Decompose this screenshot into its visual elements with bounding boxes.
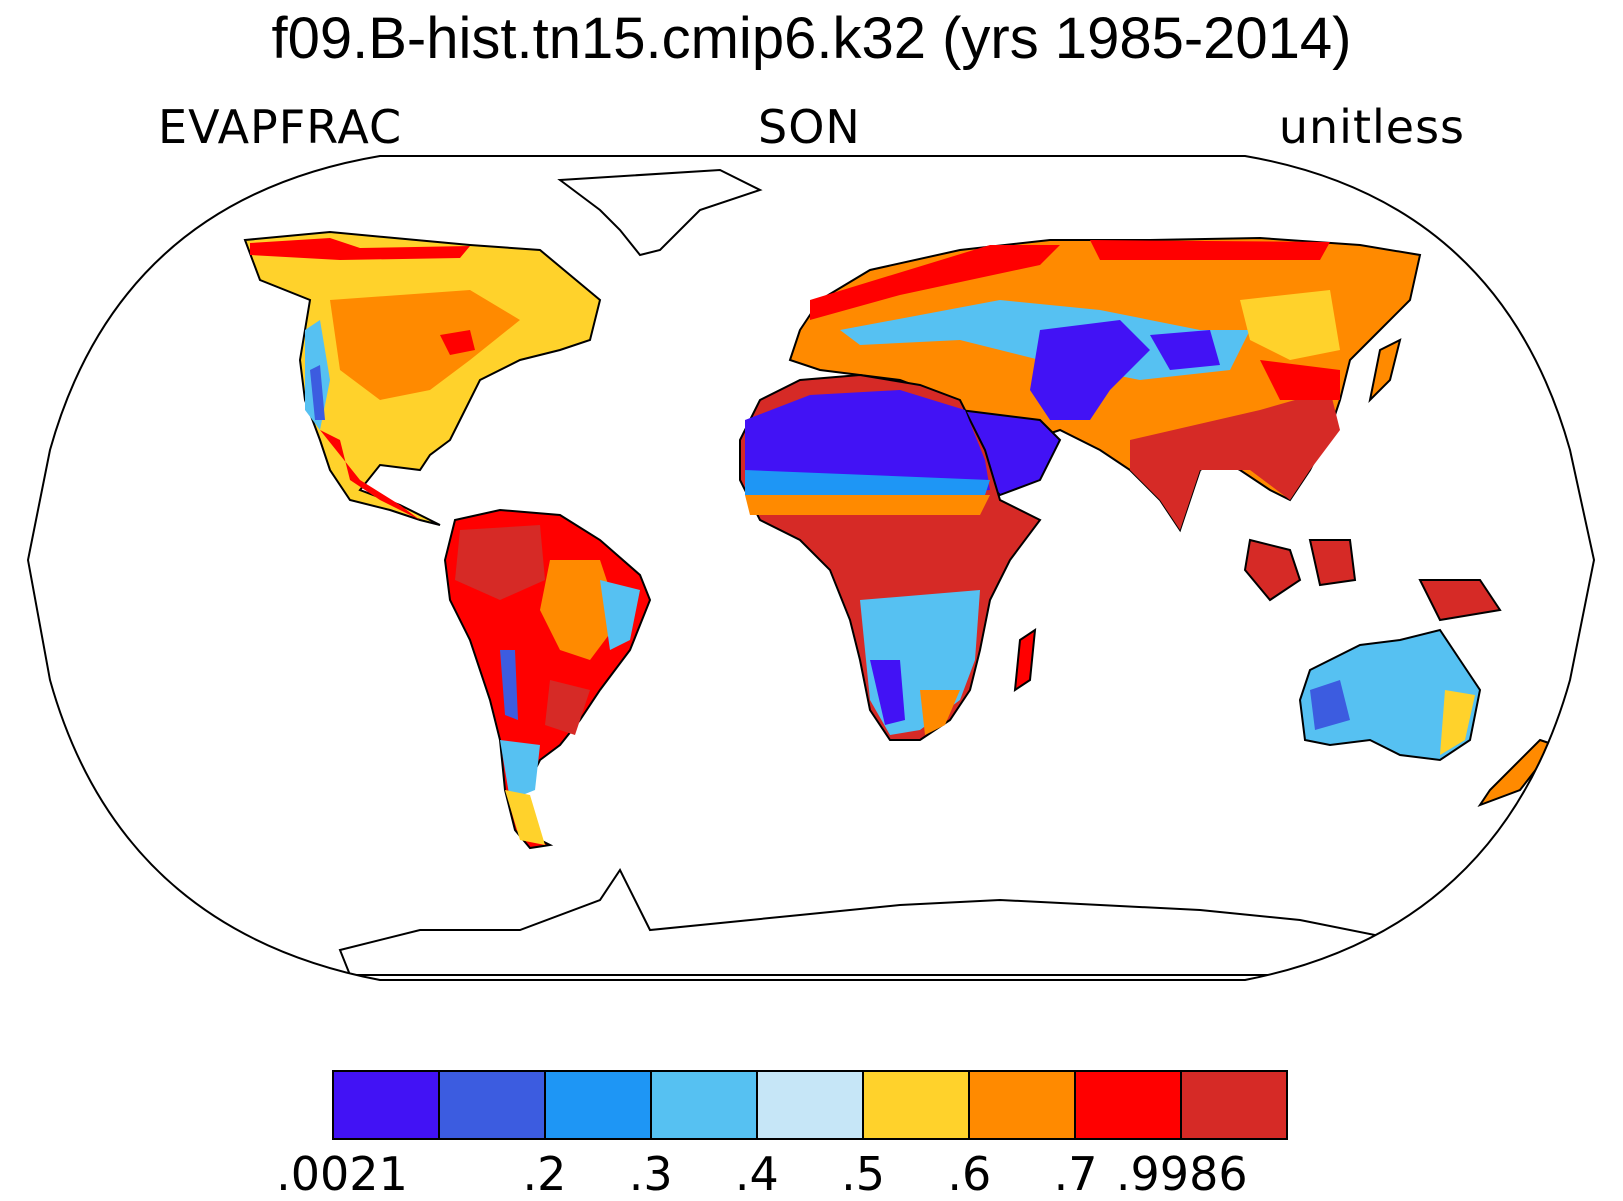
plot-title: f09.B-hist.tn15.cmip6.k32 (yrs 1985-2014…: [271, 6, 1352, 71]
colorbar-tick-label: .6: [947, 1147, 992, 1201]
colorbar-tick-label: .5: [841, 1147, 886, 1201]
colorbar-tick-label: .9986: [1115, 1147, 1248, 1201]
colorbar-swatch: [864, 1072, 970, 1138]
colorbar-swatch: [970, 1072, 1076, 1138]
antarctica-outline: [338, 868, 1464, 976]
colorbar-swatch: [1076, 1072, 1182, 1138]
colorbar: [332, 1070, 1288, 1140]
colorbar-tick-label: .2: [522, 1147, 567, 1201]
colorbar-swatch: [758, 1072, 864, 1138]
australia-region: [1298, 628, 1482, 762]
colorbar-tick-label: .0021: [276, 1147, 408, 1201]
colorbar-swatch: [1182, 1072, 1286, 1138]
colorbar-swatch: [546, 1072, 652, 1138]
colorbar-swatch: [440, 1072, 546, 1138]
greenland-outline: [557, 168, 763, 257]
colorbar-tick-label: .3: [628, 1147, 673, 1201]
colorbar-tick-label: .4: [734, 1147, 779, 1201]
globe-border: [26, 155, 1596, 981]
colorbar-tick-label: .7: [1053, 1147, 1098, 1201]
variable-label: EVAPFRAC: [158, 100, 403, 154]
units-label: unitless: [1278, 100, 1465, 154]
colorbar-swatch: [334, 1072, 440, 1138]
colorbar-swatch: [652, 1072, 758, 1138]
season-label: SON: [758, 100, 861, 154]
